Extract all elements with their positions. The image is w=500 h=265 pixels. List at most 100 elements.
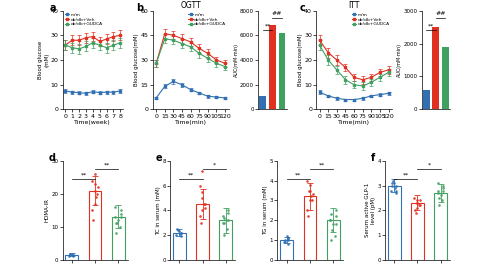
Point	[70, 253, 78, 257]
Text: **: **	[428, 23, 434, 28]
Point	[177, 230, 185, 235]
Title: OGTT: OGTT	[180, 1, 201, 10]
Text: **: **	[318, 162, 324, 167]
Point	[306, 188, 314, 193]
Point	[201, 206, 209, 210]
Point	[220, 220, 228, 225]
Point	[327, 212, 335, 216]
Point	[200, 202, 208, 206]
Point	[283, 234, 291, 238]
Bar	[88, 191, 102, 260]
Point	[198, 196, 206, 200]
Point	[116, 208, 124, 212]
Point	[66, 252, 74, 257]
Point	[308, 198, 316, 202]
Point	[435, 196, 443, 200]
Point	[308, 194, 316, 198]
Point	[177, 230, 185, 235]
Point	[440, 188, 448, 193]
Bar	[66, 255, 78, 260]
Text: **: **	[402, 172, 409, 177]
Bar	[432, 27, 439, 109]
Legend: m/m, db/db+Veh, db/db+GUDCA: m/m, db/db+Veh, db/db+GUDCA	[188, 13, 226, 26]
Point	[280, 240, 288, 244]
Point	[332, 222, 340, 226]
Point	[89, 218, 97, 222]
Point	[390, 181, 398, 185]
Point	[412, 211, 420, 215]
Point	[392, 191, 400, 195]
Text: **: **	[264, 23, 270, 28]
Point	[223, 227, 231, 231]
Point	[224, 208, 232, 212]
Point	[332, 208, 340, 212]
Bar	[442, 47, 448, 109]
Point	[70, 254, 78, 258]
Point	[196, 183, 203, 188]
Point	[304, 214, 312, 218]
Point	[416, 203, 424, 207]
Text: f: f	[370, 153, 375, 163]
Point	[284, 242, 292, 246]
Bar	[327, 220, 340, 260]
Text: **: **	[188, 172, 194, 177]
Title: ITT: ITT	[348, 1, 360, 10]
Point	[391, 186, 399, 190]
Y-axis label: Blood glucose(mM): Blood glucose(mM)	[134, 34, 140, 86]
Point	[303, 208, 311, 212]
Point	[303, 179, 311, 183]
Point	[434, 191, 442, 195]
Point	[284, 236, 292, 240]
Point	[172, 233, 180, 237]
Bar	[423, 90, 430, 109]
Point	[65, 254, 73, 258]
Point	[176, 229, 184, 233]
Point	[66, 252, 74, 256]
Point	[416, 198, 424, 202]
Point	[200, 202, 208, 206]
Point	[308, 192, 316, 197]
Point	[90, 188, 98, 193]
Point	[91, 182, 99, 186]
Bar	[269, 25, 276, 109]
Bar	[388, 186, 400, 260]
Point	[88, 179, 96, 183]
Bar	[112, 217, 124, 260]
Point	[328, 228, 336, 232]
Point	[284, 236, 292, 240]
Point	[415, 203, 423, 207]
Point	[174, 227, 182, 231]
Text: ##: ##	[272, 11, 282, 16]
Point	[388, 181, 396, 185]
Point	[224, 218, 232, 222]
Point	[219, 220, 227, 225]
Text: e: e	[156, 153, 162, 163]
Bar	[304, 196, 316, 260]
Point	[117, 215, 125, 219]
Point	[330, 222, 338, 226]
Bar	[196, 204, 209, 260]
Text: **: **	[80, 172, 86, 177]
Point	[332, 214, 340, 218]
Point	[112, 221, 120, 226]
Point	[198, 208, 206, 212]
Bar	[411, 203, 424, 260]
Point	[68, 253, 76, 257]
Point	[437, 193, 445, 198]
Point	[438, 198, 446, 202]
Point	[68, 253, 76, 258]
Point	[330, 234, 338, 238]
Text: a: a	[49, 3, 56, 13]
Point	[434, 188, 442, 193]
Point	[414, 198, 422, 202]
Point	[91, 202, 99, 206]
Bar	[260, 96, 266, 109]
Point	[327, 238, 335, 242]
X-axis label: Time(min): Time(min)	[338, 120, 370, 125]
Point	[439, 183, 447, 188]
Point	[219, 214, 227, 219]
Point	[434, 181, 442, 185]
Point	[439, 186, 447, 190]
Point	[326, 218, 334, 222]
Point	[112, 231, 120, 236]
